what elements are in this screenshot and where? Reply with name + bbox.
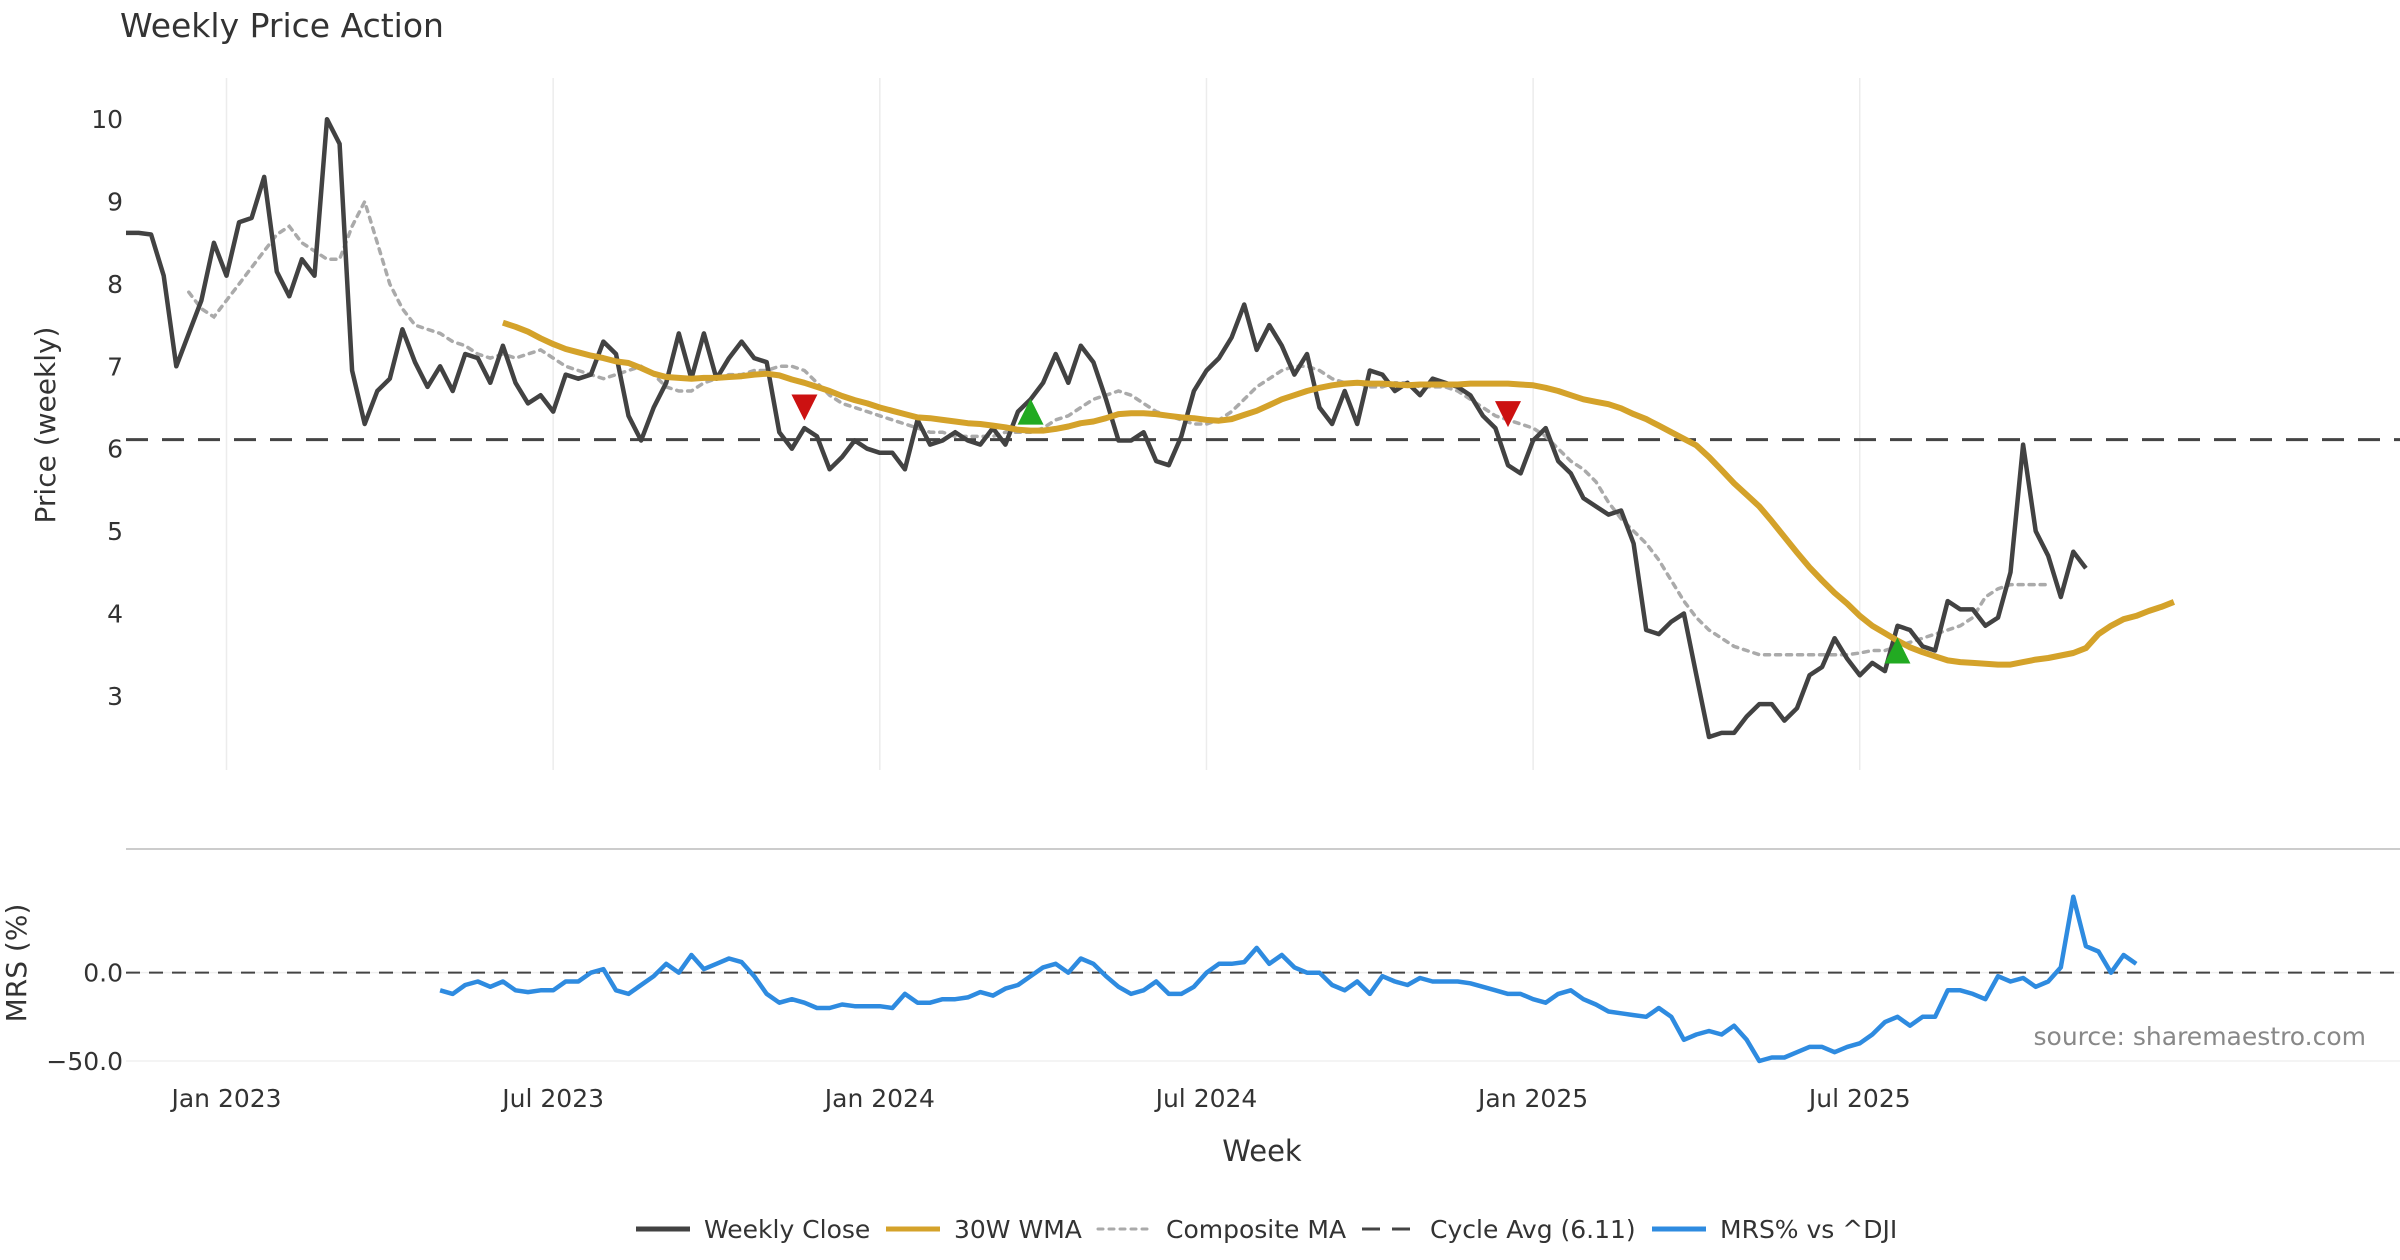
source-label: source: sharemaestro.com (2034, 1022, 2367, 1051)
sell-signal-marker (1494, 401, 1521, 428)
x-tick-label: Jul 2025 (1807, 1084, 1911, 1113)
x-tick-label: Jan 2025 (1476, 1084, 1588, 1113)
signal-markers (791, 394, 1911, 664)
price-y-tick: 10 (91, 105, 123, 134)
price-y-tick: 5 (107, 517, 123, 546)
chart-title: Weekly Price Action (120, 6, 444, 45)
legend-label: Composite MA (1166, 1215, 1346, 1244)
price-y-tick: 3 (107, 682, 123, 711)
price-panel: 3 4 5 6 7 8 9 10 Price (weekly) (29, 78, 2400, 770)
price-vertical-grid (225, 78, 1861, 770)
mrs-y-ticks: 0.0 −50.0 (46, 959, 2400, 1076)
price-y-tick: 7 (107, 352, 123, 381)
buy-signal-marker (1017, 398, 1044, 425)
mrs-panel: 0.0 −50.0 MRS (%) source: sharemaestro.co… (0, 848, 2400, 1076)
x-tick-label: Jul 2024 (1154, 1084, 1258, 1113)
composite-ma-line (187, 196, 2050, 657)
legend: Weekly Close 30W WMA Composite MA Cycle Avg… (636, 1215, 1897, 1244)
weekly-close-line (126, 116, 2088, 740)
mrs-line (439, 894, 2138, 1064)
legend-label: Weekly Close (704, 1215, 870, 1244)
mrs-y-axis-label: MRS (%) (0, 904, 33, 1023)
x-tick-labels: Jan 2023 Jul 2023 Jan 2024 Jul 2024 Jan 2025… (169, 1084, 1910, 1113)
legend-label: MRS% vs ^DJI (1720, 1215, 1897, 1244)
price-y-tick: 4 (107, 599, 123, 628)
price-y-tick: 6 (107, 435, 123, 464)
buy-signal-marker (1884, 637, 1911, 664)
price-y-axis-label: Price (weekly) (29, 327, 62, 524)
wma-30w-line (501, 319, 2176, 668)
x-tick-label: Jan 2024 (823, 1084, 935, 1113)
legend-label: Cycle Avg (6.11) (1430, 1215, 1636, 1244)
price-y-tick: 9 (107, 188, 123, 217)
mrs-y-tick: 0.0 (83, 959, 123, 988)
legend-label: 30W WMA (954, 1215, 1082, 1244)
mrs-y-tick: −50.0 (46, 1047, 123, 1076)
sell-signal-marker (791, 394, 818, 421)
x-axis-label: Week (1222, 1134, 1302, 1168)
x-tick-label: Jan 2023 (169, 1084, 281, 1113)
price-y-tick: 8 (107, 270, 123, 299)
price-y-ticks: 3 4 5 6 7 8 9 10 (91, 105, 123, 711)
x-tick-label: Jul 2023 (500, 1084, 604, 1113)
